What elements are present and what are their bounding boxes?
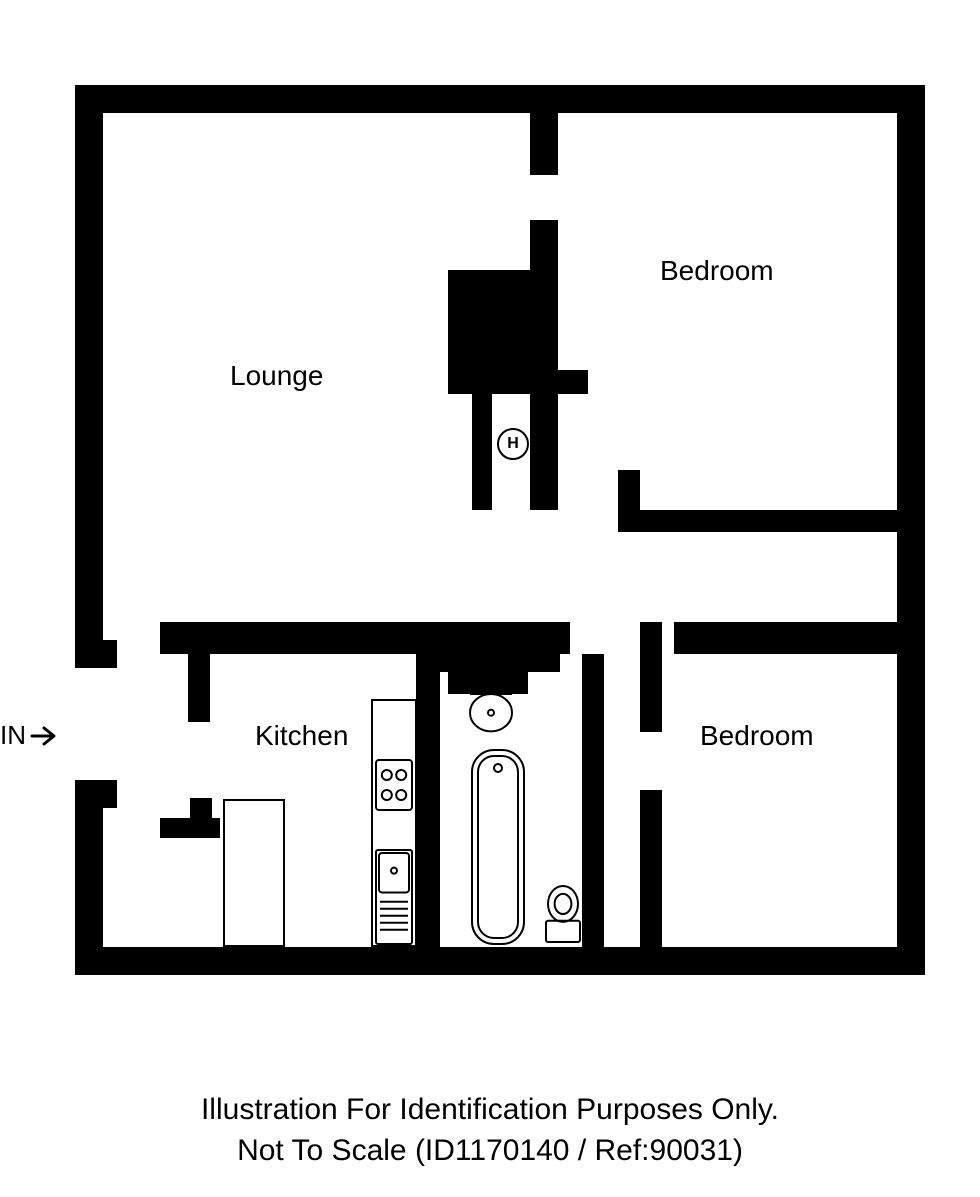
hob-ring-1 — [396, 770, 406, 780]
bathtub — [472, 750, 524, 944]
label-bedroom-2: Bedroom — [700, 720, 814, 752]
fixtures-layer — [0, 0, 980, 1197]
toilet-bowl — [548, 886, 578, 922]
arrow-right-icon — [30, 724, 64, 748]
floorplan-canvas: H Lounge Bedroom Bedroom Kitchen IN Illu… — [0, 0, 980, 1197]
label-bedroom-1: Bedroom — [660, 255, 774, 287]
caption-line-2: Not To Scale (ID1170140 / Ref:90031) — [0, 1131, 980, 1172]
entry-label: IN — [0, 720, 64, 751]
heater-symbol: H — [497, 428, 529, 460]
caption: Illustration For Identification Purposes… — [0, 1090, 980, 1171]
hob-ring-3 — [396, 790, 406, 800]
sink-drain — [391, 868, 397, 874]
hob-ring-2 — [382, 790, 392, 800]
label-kitchen: Kitchen — [255, 720, 348, 752]
toilet-seat — [555, 894, 572, 914]
basin-drain — [488, 710, 494, 716]
wash-basin — [470, 694, 512, 731]
toilet-cistern — [546, 921, 580, 942]
bathtub-drain — [494, 764, 502, 772]
hob — [376, 760, 412, 810]
bathtub-inner — [478, 756, 518, 938]
entry-text: IN — [0, 720, 26, 751]
label-lounge: Lounge — [230, 360, 323, 392]
caption-line-1: Illustration For Identification Purposes… — [0, 1090, 980, 1131]
hob-ring-0 — [382, 770, 392, 780]
tall-unit — [224, 800, 284, 946]
